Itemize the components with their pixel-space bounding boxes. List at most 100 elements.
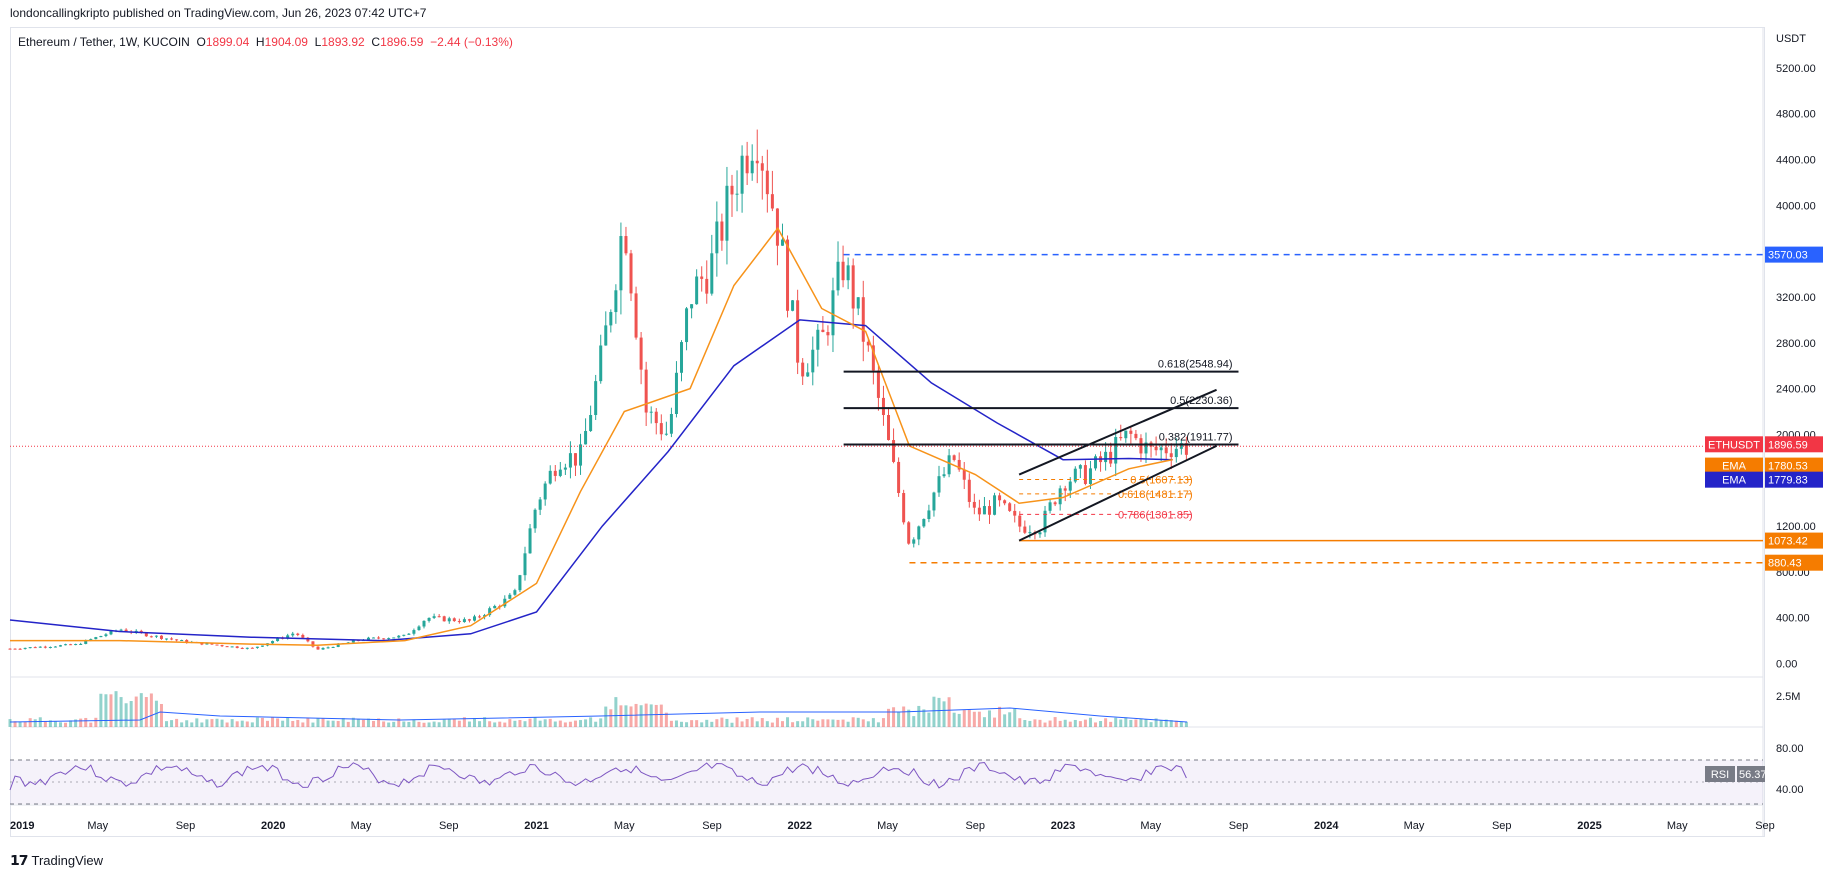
volume-bar (917, 705, 921, 727)
volume-bar (902, 706, 906, 727)
candle-body (478, 616, 482, 618)
candle-body (119, 629, 123, 631)
candle-body (392, 637, 396, 639)
volume-bar (144, 697, 148, 727)
candle-body (866, 341, 870, 346)
volume-bar (170, 720, 174, 727)
volume-bar (119, 697, 123, 727)
volume-bar (1109, 721, 1113, 727)
volume-bar (452, 718, 456, 727)
ema-fast-line (10, 226, 1173, 646)
price-tag-name: EMA (1722, 475, 1747, 487)
volume-bar (533, 717, 537, 727)
candle-body (876, 370, 880, 398)
candle-body (826, 332, 830, 336)
published-line: londoncallingkripto published on Trading… (10, 6, 427, 20)
candle-body (321, 647, 325, 650)
candle-body (402, 634, 406, 636)
candle-body (1114, 437, 1118, 464)
volume-bar (1063, 719, 1067, 727)
y-tick-label: 2400.00 (1776, 384, 1816, 396)
candle-body (922, 518, 926, 527)
volume-bar (1048, 720, 1052, 727)
candle-body (680, 342, 684, 373)
candle-body (624, 236, 628, 254)
volume-bar (584, 719, 588, 727)
candle-body (301, 634, 305, 638)
tradingview-logo[interactable]: 𝟭𝟳 TradingView (10, 852, 103, 869)
volume-bar (1149, 722, 1153, 727)
volume-bar (291, 720, 295, 727)
candle-body (1169, 453, 1173, 458)
candle-body (725, 185, 729, 241)
volume-bar (806, 717, 810, 727)
volume-bar (356, 718, 360, 727)
candle-body (311, 641, 315, 647)
candle-body (654, 411, 658, 424)
volume-bar (836, 719, 840, 727)
volume-bar (210, 719, 214, 727)
volume-bar (922, 709, 926, 727)
volume-bar (937, 697, 941, 727)
volume-bar (74, 719, 78, 727)
volume-bar (1124, 717, 1128, 727)
candle-body (715, 221, 719, 254)
volume-bar (1018, 718, 1022, 727)
volume-bar (79, 718, 83, 727)
volume-bar (725, 718, 729, 727)
candle-body (897, 461, 901, 494)
volume-bar (58, 722, 62, 727)
volume-bar (609, 709, 613, 727)
volume-bar (159, 703, 163, 727)
volume-bar (1023, 720, 1027, 727)
candle-body (291, 633, 295, 636)
x-tick-label: May (614, 820, 635, 832)
volume-bar (124, 703, 128, 727)
candle-body (594, 381, 598, 416)
candle-body (1174, 448, 1178, 458)
volume-bar (821, 719, 825, 727)
candle-body (1134, 433, 1138, 439)
candle-body (457, 621, 461, 623)
candle-body (58, 645, 62, 647)
candle-body (786, 239, 790, 311)
candle-body (967, 479, 971, 502)
volume-bar (483, 717, 487, 727)
volume-bar (230, 719, 234, 727)
volume-bar (720, 717, 724, 727)
candle-body (917, 526, 921, 540)
volume-bar (982, 717, 986, 727)
candle-body (1053, 502, 1057, 505)
volume-bar (604, 706, 608, 727)
volume-bar (977, 711, 981, 727)
channel-lower-line (1018, 445, 1217, 542)
candle-body (947, 455, 951, 475)
volume-bar (427, 722, 431, 727)
candle-body (962, 469, 966, 480)
volume-bar (1184, 721, 1188, 727)
volume-bar (1088, 717, 1092, 727)
volume-bar (1114, 717, 1118, 727)
volume-bar (750, 717, 754, 727)
volume-bar (740, 721, 744, 727)
volume-bar (503, 722, 507, 727)
candle-body (377, 637, 381, 639)
volume-bar (1164, 719, 1168, 727)
candle-body (745, 155, 749, 174)
candle-body (1023, 526, 1027, 533)
volume-bar (513, 720, 517, 727)
candle-body (1043, 510, 1047, 533)
volume-bar (589, 717, 593, 727)
candle-body (649, 411, 653, 413)
price-tag-value: 1779.83 (1768, 475, 1808, 487)
candle-body (1018, 515, 1022, 527)
volume-bar (1033, 719, 1037, 727)
volume-bar (659, 704, 663, 727)
candle-body (912, 539, 916, 544)
volume-bar (1038, 719, 1042, 727)
volume-bar (250, 722, 254, 727)
ohlc-close: 1896.59 (380, 35, 424, 49)
volume-bar (841, 719, 845, 727)
candle-body (1144, 442, 1148, 454)
